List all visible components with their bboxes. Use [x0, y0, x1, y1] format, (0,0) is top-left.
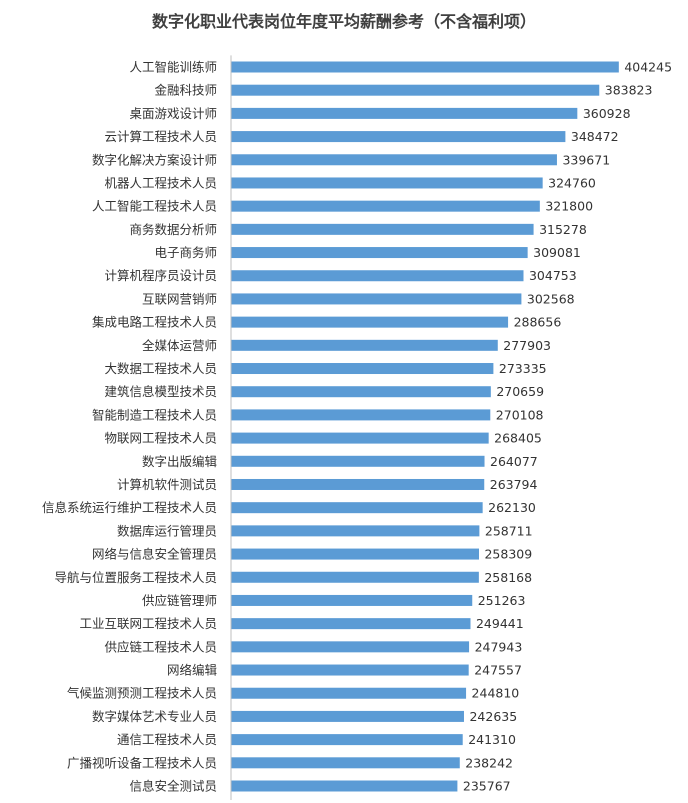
bar-31 [231, 780, 458, 792]
value-label-4: 339671 [562, 152, 610, 167]
bar-4 [231, 154, 557, 166]
value-label-24: 249441 [476, 616, 524, 631]
bar-7 [231, 223, 534, 235]
bar-29 [231, 734, 463, 746]
bar-19 [231, 502, 483, 514]
category-label-28: 数字媒体艺术专业人员 [92, 709, 217, 724]
bar-30 [231, 757, 460, 769]
value-label-31: 235767 [463, 779, 511, 794]
category-label-10: 互联网营销师 [142, 291, 217, 306]
bar-27 [231, 687, 467, 699]
value-label-29: 241310 [468, 732, 516, 747]
value-label-9: 304753 [529, 268, 577, 283]
category-label-17: 数字出版编辑 [142, 454, 217, 469]
category-label-8: 电子商务师 [154, 245, 217, 260]
bar-8 [231, 247, 528, 259]
bar-18 [231, 478, 485, 490]
value-label-16: 268405 [494, 431, 542, 446]
category-label-11: 集成电路工程技术人员 [92, 315, 217, 330]
value-label-6: 321800 [545, 199, 593, 214]
category-label-19: 信息系统运行维护工程技术人员 [42, 500, 217, 515]
bar-5 [231, 177, 543, 189]
bar-6 [231, 200, 540, 212]
value-label-8: 309081 [533, 245, 581, 260]
category-label-30: 广播视听设备工程技术人员 [67, 755, 217, 770]
bar-28 [231, 710, 464, 722]
bar-13 [231, 363, 494, 375]
bar-17 [231, 455, 485, 467]
bar-20 [231, 525, 480, 537]
bar-10 [231, 293, 522, 305]
value-label-14: 270659 [496, 384, 544, 399]
category-label-27: 气候监测预测工程技术人员 [67, 686, 217, 701]
bar-11 [231, 316, 509, 328]
value-label-11: 288656 [514, 315, 562, 330]
category-label-15: 智能制造工程技术人员 [92, 407, 217, 422]
value-label-30: 238242 [465, 755, 513, 770]
value-label-26: 247557 [474, 663, 522, 678]
category-label-23: 供应链管理师 [142, 593, 217, 608]
value-label-3: 348472 [571, 129, 619, 144]
value-label-5: 324760 [548, 175, 596, 190]
bar-1 [231, 84, 600, 96]
bar-12 [231, 339, 498, 351]
chart-title: 数字化职业代表岗位年度平均薪酬参考（不含福利项） [151, 12, 536, 31]
category-label-31: 信息安全测试员 [129, 779, 217, 794]
value-label-7: 315278 [539, 222, 587, 237]
value-label-2: 360928 [583, 106, 631, 121]
category-label-4: 数字化解决方案设计师 [92, 152, 217, 167]
bar-9 [231, 270, 524, 282]
category-label-24: 工业互联网工程技术人员 [79, 616, 217, 631]
bar-21 [231, 548, 479, 560]
bar-16 [231, 432, 489, 444]
bar-15 [231, 409, 491, 421]
category-label-14: 建筑信息模型技术员 [104, 384, 217, 399]
bar-0 [231, 61, 619, 73]
value-label-15: 270108 [496, 407, 544, 422]
category-label-6: 人工智能工程技术人员 [92, 199, 217, 214]
bar-26 [231, 664, 469, 676]
bar-3 [231, 131, 566, 143]
category-label-3: 云计算工程技术人员 [104, 129, 217, 144]
value-label-22: 258168 [484, 570, 532, 585]
bar-23 [231, 594, 473, 606]
bar-25 [231, 641, 470, 653]
category-label-29: 通信工程技术人员 [117, 732, 217, 747]
value-label-18: 263794 [490, 477, 538, 492]
value-label-17: 264077 [490, 454, 538, 469]
bar-22 [231, 571, 479, 583]
value-label-13: 273335 [499, 361, 547, 376]
value-label-28: 242635 [469, 709, 517, 724]
value-label-19: 262130 [488, 500, 536, 515]
category-label-1: 金融科技师 [154, 83, 217, 98]
category-label-16: 物联网工程技术人员 [104, 431, 217, 446]
category-label-21: 网络与信息安全管理员 [92, 547, 217, 562]
bar-14 [231, 386, 491, 398]
category-label-22: 导航与位置服务工程技术人员 [54, 570, 217, 585]
value-label-10: 302568 [527, 291, 575, 306]
bar-2 [231, 107, 578, 119]
value-label-25: 247943 [475, 639, 523, 654]
value-label-1: 383823 [605, 83, 653, 98]
category-label-5: 机器人工程技术人员 [104, 175, 217, 190]
value-label-23: 251263 [478, 593, 526, 608]
value-label-20: 258711 [485, 523, 533, 538]
category-label-20: 数据库运行管理员 [117, 523, 217, 538]
value-label-0: 404245 [624, 60, 672, 75]
bar-24 [231, 618, 471, 630]
value-label-27: 244810 [472, 686, 520, 701]
category-label-18: 计算机软件测试员 [117, 477, 217, 492]
value-label-12: 277903 [503, 338, 551, 353]
category-label-12: 全媒体运营师 [142, 338, 217, 353]
value-label-21: 258309 [484, 547, 532, 562]
category-label-25: 供应链工程技术人员 [104, 639, 217, 654]
category-label-2: 桌面游戏设计师 [129, 106, 217, 121]
category-label-9: 计算机程序员设计员 [104, 268, 217, 283]
category-label-7: 商务数据分析师 [129, 222, 217, 237]
category-label-0: 人工智能训练师 [129, 60, 217, 75]
category-label-13: 大数据工程技术人员 [104, 361, 217, 376]
category-label-26: 网络编辑 [167, 663, 217, 678]
